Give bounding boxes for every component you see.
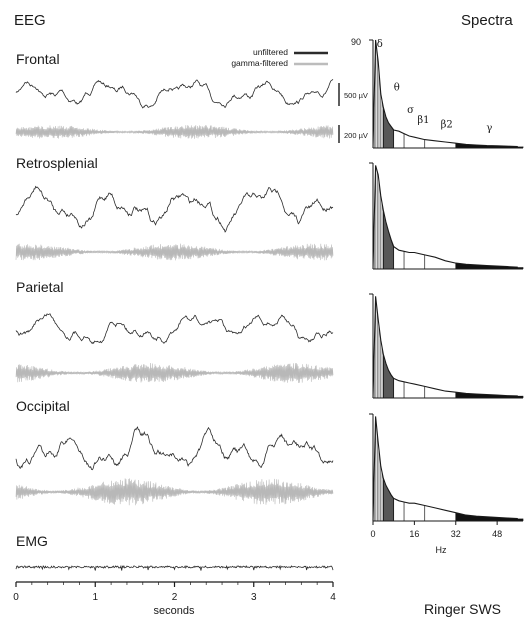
band-area-retrosplenial-3 (404, 251, 425, 269)
band-label: γ (486, 123, 492, 134)
band-label: σ (407, 105, 414, 116)
spectra-x-axis-label: Hz (436, 545, 447, 555)
trace-unfiltered-parietal (15, 313, 334, 345)
time-axis-ticks: 0 1 2 3 4 (13, 582, 336, 603)
spectra-title: Spectra (461, 12, 513, 29)
band-area-parietal-2 (393, 378, 405, 398)
scale-bar-gamma-label: 200 µV (344, 131, 368, 140)
legend-gamma-label: gamma-filtered (231, 58, 288, 68)
channel-label-parietal: Parietal (16, 279, 63, 295)
time-tick-label: 1 (92, 592, 98, 603)
scale-bar-unfiltered-label: 500 µV (344, 91, 368, 100)
trace-gamma-retrosplenial (15, 243, 334, 261)
hz-tick-label: 16 (409, 529, 419, 539)
time-tick-label: 3 (251, 592, 257, 603)
legend-unfiltered-label: unfiltered (253, 47, 288, 57)
trace-unfiltered-retrosplenial (15, 185, 334, 233)
spectra-panels: δ θ σβ1 β2 γ 0 16 32 48 (369, 39, 524, 539)
time-tick-label: 0 (13, 592, 19, 603)
eeg-title: EEG (14, 12, 46, 29)
band-area-frontal-3 (404, 133, 425, 148)
band-area-frontal-2 (393, 130, 405, 148)
trace-gamma-frontal (15, 125, 334, 139)
band-label: β2 (441, 120, 453, 131)
footer-label: Ringer SWS (424, 601, 501, 617)
band-area-parietal-4 (424, 386, 456, 398)
hz-tick-label: 32 (451, 529, 461, 539)
spectrum-line-frontal (372, 39, 518, 149)
spectrum-line-occipital (372, 416, 518, 522)
channel-label-emg: EMG (16, 533, 48, 549)
spectrum-line-parietal (372, 296, 518, 399)
band-area-occipital-4 (424, 505, 456, 521)
band-label: θ (394, 82, 400, 93)
trace-unfiltered-frontal (15, 78, 334, 109)
trace-unfiltered-emg (15, 564, 334, 571)
trace-gamma-parietal (15, 362, 334, 384)
spectra-y-tick-label: 90 (351, 37, 361, 47)
time-tick-label: 2 (172, 592, 178, 603)
channel-label-frontal: Frontal (16, 51, 60, 67)
band-area-occipital-2 (393, 498, 405, 521)
hz-tick-label: 0 (370, 529, 375, 539)
band-area-parietal-3 (404, 381, 425, 398)
eeg-traces (15, 78, 334, 571)
band-area-occipital-3 (404, 502, 425, 521)
band-label: δ (377, 39, 383, 50)
hz-tick-label: 48 (492, 529, 502, 539)
band-label: β1 (417, 115, 429, 126)
trace-gamma-occipital (15, 478, 334, 506)
time-tick-label: 4 (330, 592, 336, 603)
band-area-occipital-5 (455, 512, 523, 521)
band-area-frontal-5 (455, 143, 523, 148)
spectrum-line-retrosplenial (372, 165, 518, 270)
band-area-retrosplenial-2 (393, 246, 405, 269)
trace-unfiltered-occipital (15, 426, 334, 471)
channel-label-retrosplenial: Retrosplenial (16, 155, 98, 171)
channel-label-occipital: Occipital (16, 398, 70, 414)
band-area-frontal-4 (424, 139, 456, 148)
time-axis-label: seconds (154, 605, 195, 617)
band-area-retrosplenial-4 (424, 254, 456, 269)
